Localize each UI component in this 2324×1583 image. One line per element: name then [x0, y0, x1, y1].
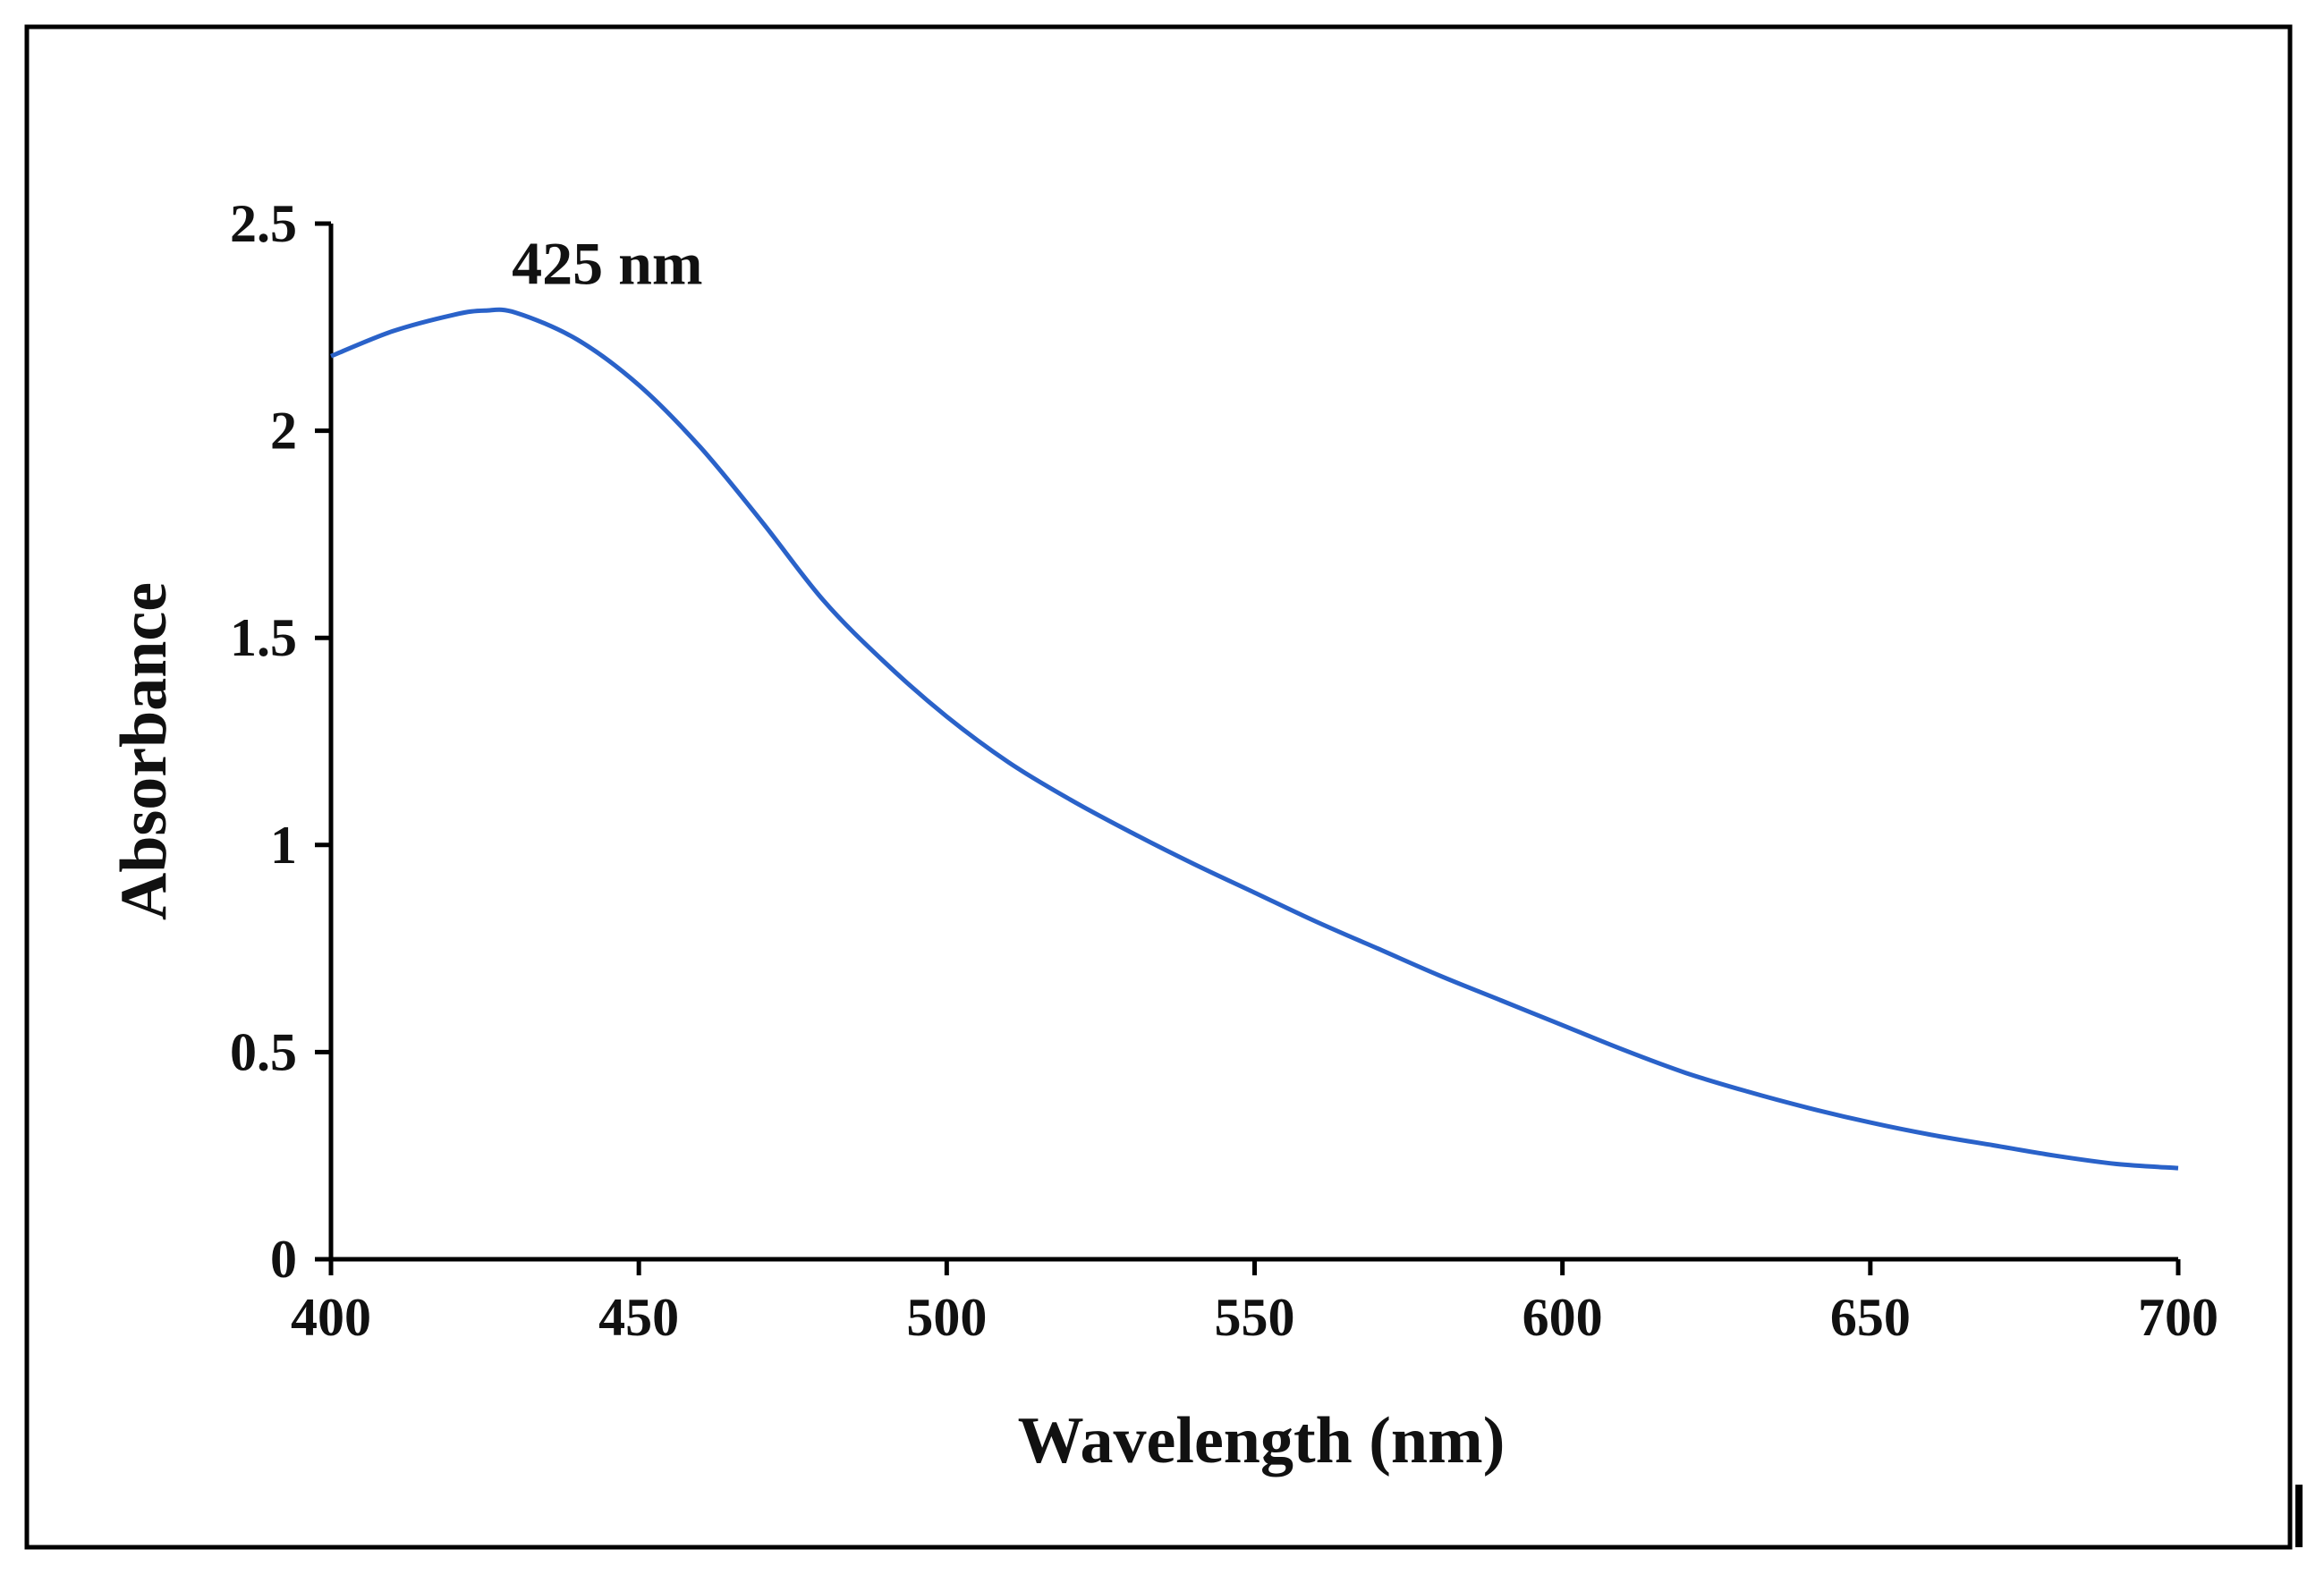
y-axis-ticks: 0 0.5 1 1.5 2 2.5: [230, 194, 331, 1289]
x-tick-label: 550: [1215, 1288, 1295, 1347]
x-tick-label: 400: [291, 1288, 371, 1347]
y-tick-label: 1.5: [230, 608, 297, 667]
x-tick-label: 700: [2138, 1288, 2218, 1347]
chart-frame: [24, 24, 2293, 1550]
x-tick-label: 600: [1522, 1288, 1603, 1347]
frame-corner-mark: [2295, 1485, 2303, 1547]
x-axis-ticks: 400 450 500 550 600 650 700: [291, 1259, 2218, 1347]
annotation-layer: 425 nm: [512, 229, 702, 297]
y-tick-label: 0: [270, 1230, 297, 1289]
x-tick-label: 450: [598, 1288, 679, 1347]
plot-area: 0 0.5 1 1.5 2 2.5 400 450 500 550 600 650 700 425 n…: [230, 194, 2218, 1347]
y-tick-label: 2.5: [230, 194, 297, 253]
x-tick-label: 500: [906, 1288, 987, 1347]
y-tick-label: 1: [270, 816, 297, 875]
series-line-absorbance: [330, 307, 2179, 1171]
y-axis-title: Absorbance: [107, 582, 181, 920]
x-axis-title: Wavelength (nm): [1018, 1404, 1506, 1477]
peak-annotation: 425 nm: [512, 229, 702, 297]
x-tick-label: 650: [1830, 1288, 1911, 1347]
y-tick-label: 0.5: [230, 1022, 297, 1081]
series-layer: [330, 307, 2179, 1171]
y-tick-label: 2: [270, 402, 297, 461]
